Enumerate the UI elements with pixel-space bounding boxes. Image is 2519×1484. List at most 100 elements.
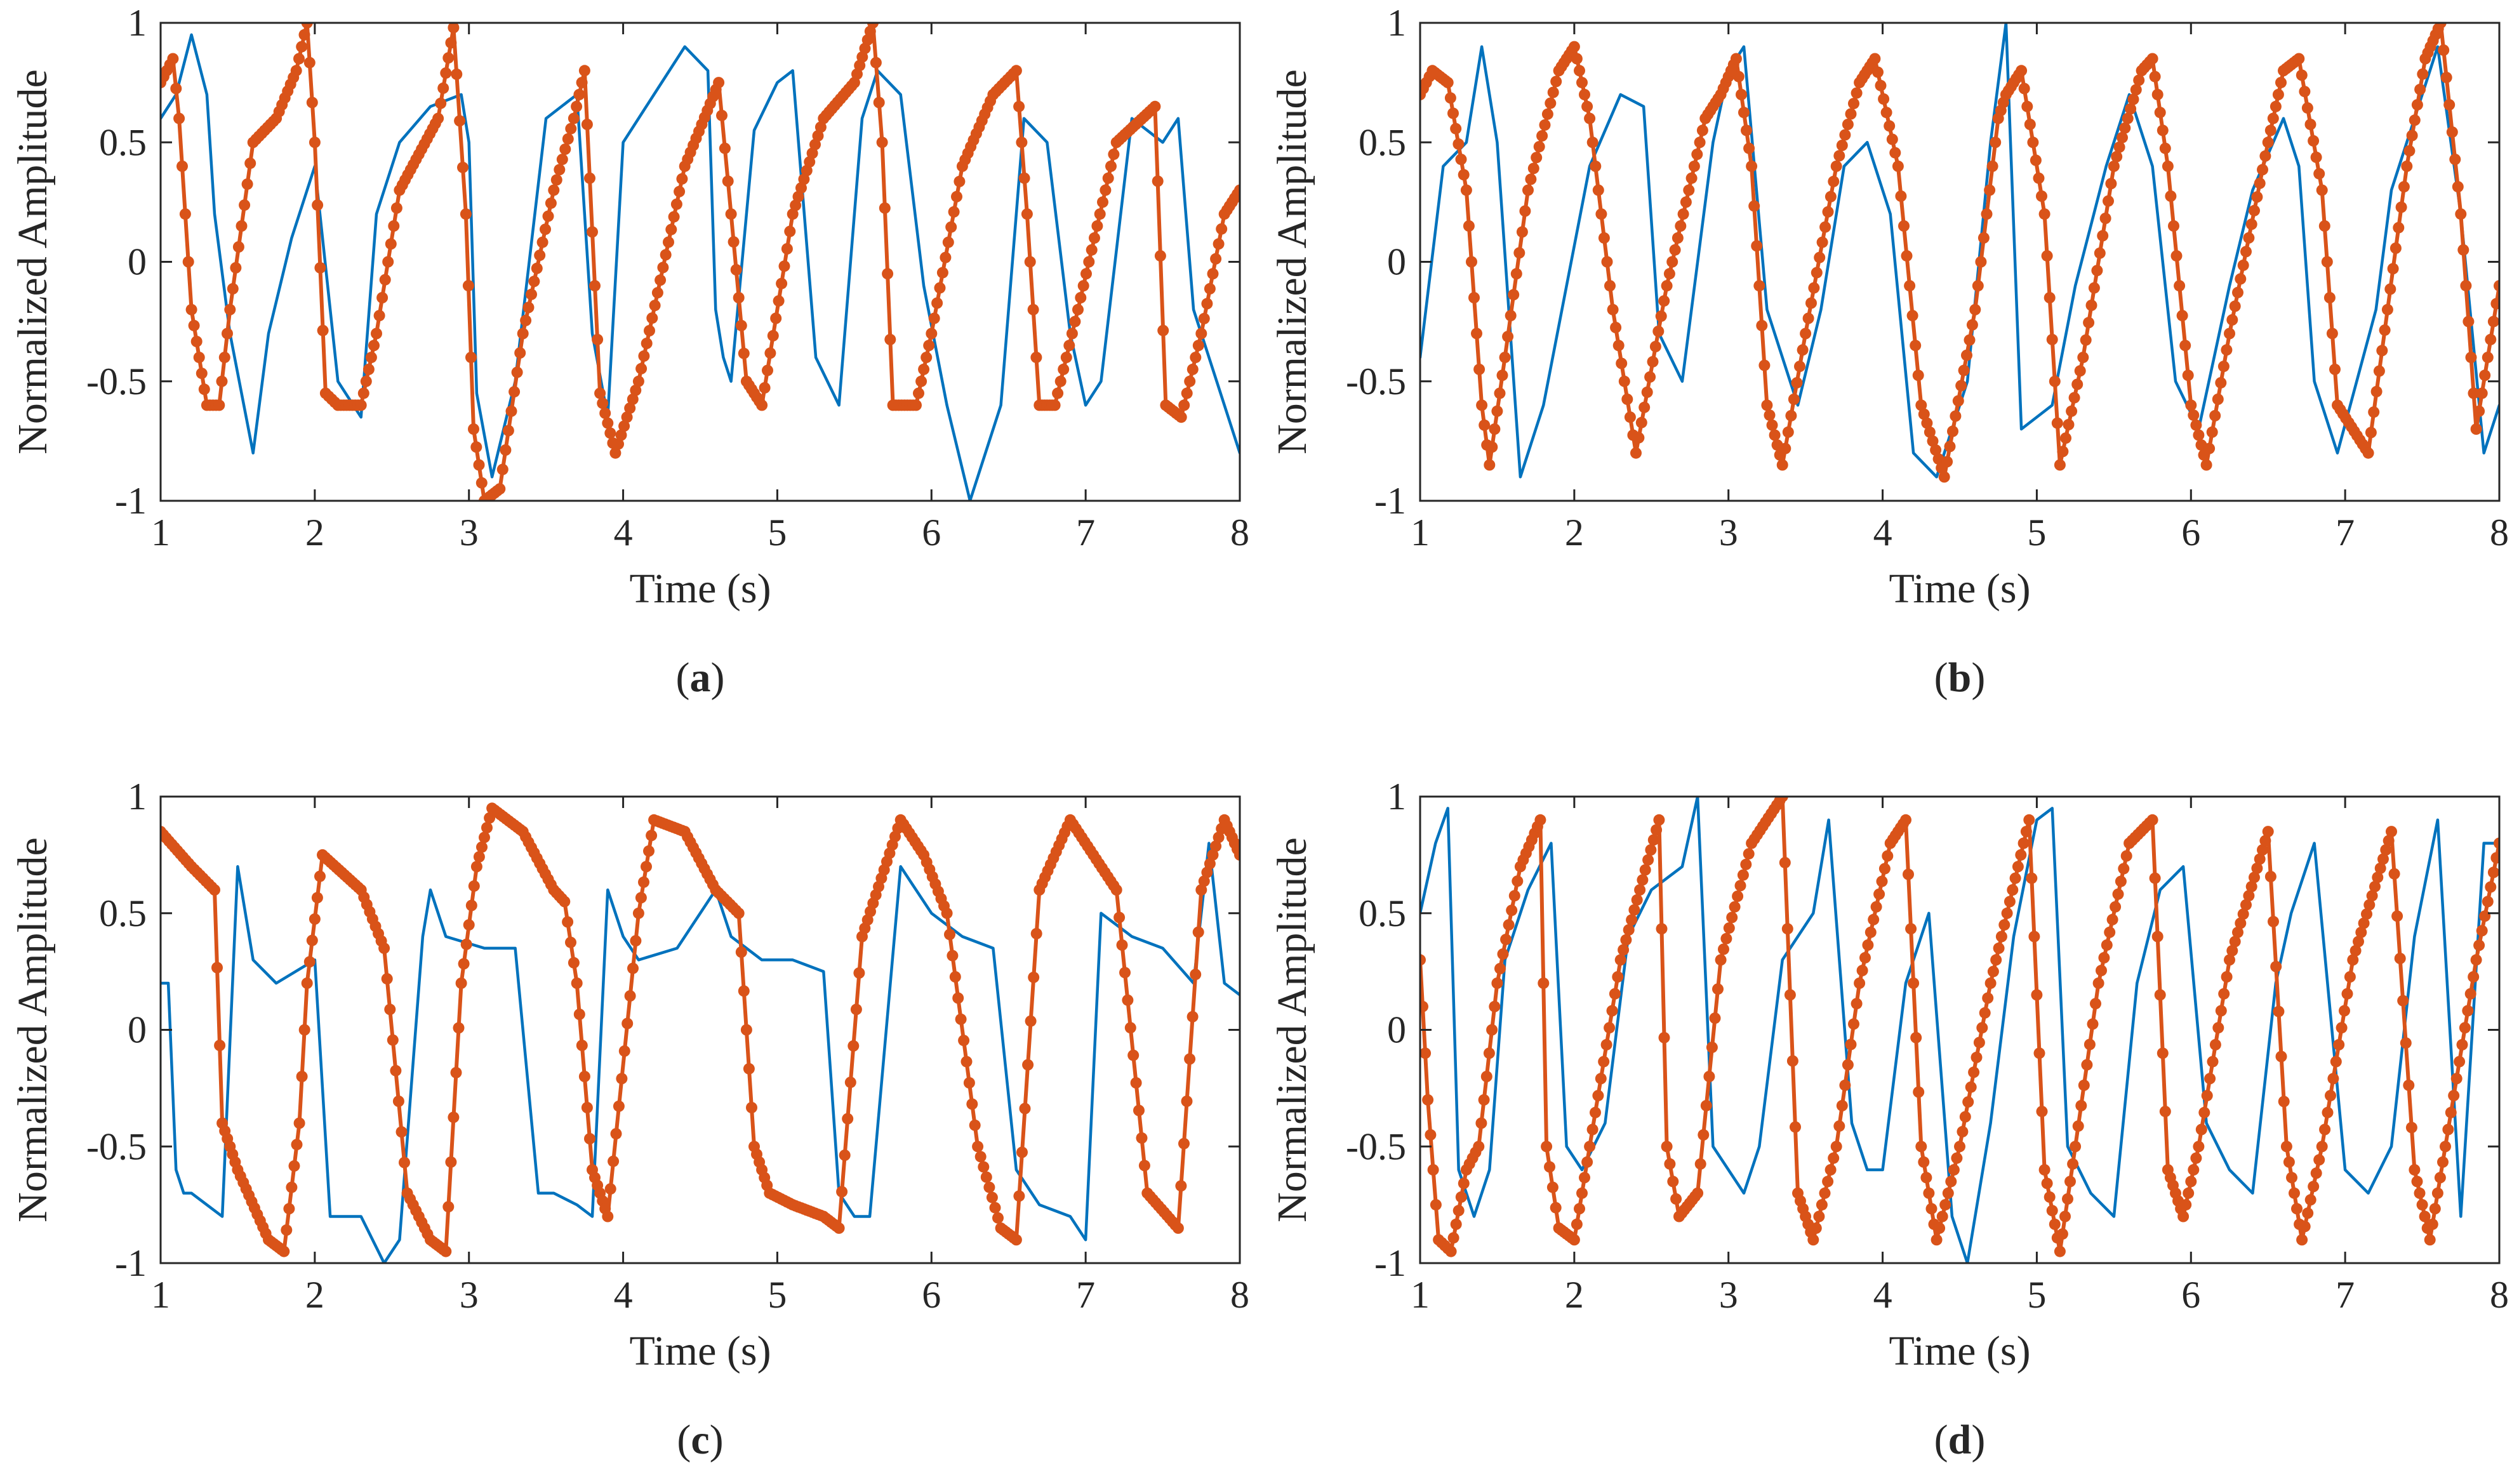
series-marker xyxy=(2226,314,2238,326)
series-marker xyxy=(1049,399,1061,411)
series-marker xyxy=(2170,250,2183,262)
series-marker xyxy=(1939,1199,1951,1211)
series-marker xyxy=(1479,419,1491,431)
series-marker xyxy=(1972,280,1984,292)
series-marker xyxy=(589,280,601,292)
series-marker xyxy=(2229,936,2241,948)
series-marker xyxy=(1965,1081,1977,1093)
series-marker xyxy=(440,67,452,79)
series-marker xyxy=(958,1035,970,1047)
series-marker xyxy=(1234,849,1240,861)
x-tick-label: 2 xyxy=(305,1274,324,1316)
series-marker xyxy=(2434,1172,2446,1184)
series-marker xyxy=(1486,441,1498,453)
series-marker xyxy=(2476,387,2488,399)
series-marker xyxy=(1544,1161,1555,1173)
series-marker xyxy=(301,977,313,989)
series-marker xyxy=(311,892,323,904)
series-marker xyxy=(1080,268,1092,280)
series-marker xyxy=(776,277,788,289)
series-marker xyxy=(735,946,747,958)
series-marker xyxy=(2235,273,2247,285)
series-marker xyxy=(1666,256,1678,268)
series-marker xyxy=(2485,333,2497,345)
series-marker xyxy=(660,249,672,261)
series-marker xyxy=(1213,238,1225,250)
series-marker xyxy=(2154,989,2166,1001)
series-marker xyxy=(1505,310,1517,322)
series-marker xyxy=(2180,1199,2192,1211)
series-marker xyxy=(974,1151,987,1163)
series-marker xyxy=(2254,853,2266,865)
series-marker xyxy=(1621,394,1633,405)
series-marker xyxy=(1545,97,1557,109)
caption-close: ) xyxy=(1971,654,1985,701)
series-marker xyxy=(2308,135,2320,147)
x-tick-label: 7 xyxy=(2336,1274,2355,1316)
series-marker xyxy=(2062,1193,2073,1205)
series-marker xyxy=(2182,369,2194,381)
series-marker xyxy=(2417,68,2429,80)
series-marker xyxy=(1475,1117,1487,1129)
series-marker xyxy=(2296,69,2308,81)
series-marker xyxy=(584,172,595,184)
y-axis-label: Normalized Amplitude xyxy=(1269,837,1315,1222)
series-marker xyxy=(592,333,604,345)
series-marker xyxy=(2325,1090,2336,1102)
series-marker xyxy=(2304,1194,2316,1206)
series-marker xyxy=(1476,399,1488,411)
series-marker xyxy=(2193,1141,2205,1153)
series-marker xyxy=(2097,230,2109,242)
series-marker xyxy=(1748,200,1760,212)
series-marker xyxy=(1732,70,1745,83)
x-tick-label: 6 xyxy=(2181,512,2200,553)
series-marker xyxy=(1876,875,1888,887)
series-marker xyxy=(2302,1207,2314,1219)
series-marker xyxy=(1027,303,1039,315)
series-marker xyxy=(1903,868,1914,880)
x-tick-label: 4 xyxy=(614,1274,633,1316)
series-marker xyxy=(1927,435,1939,447)
series-marker xyxy=(2470,954,2482,966)
series-marker xyxy=(1157,324,1169,336)
series-marker xyxy=(2108,160,2120,172)
series-marker xyxy=(2070,1141,2082,1153)
series-marker xyxy=(2377,853,2389,865)
series-marker xyxy=(2149,872,2161,884)
series-marker xyxy=(2289,1187,2300,1199)
series-marker xyxy=(1649,341,1661,352)
series-marker xyxy=(475,477,488,489)
series-marker xyxy=(2023,814,2035,826)
series-marker xyxy=(2157,1047,2169,1059)
series-marker xyxy=(2270,960,2282,972)
series-marker xyxy=(1116,939,1128,951)
series-marker xyxy=(536,236,548,248)
series-marker xyxy=(2036,1106,2048,1118)
series-marker xyxy=(1195,328,1207,340)
series-marker xyxy=(2041,250,2053,262)
x-axis-label: Time (s) xyxy=(1889,1328,2030,1374)
y-tick-label: 0 xyxy=(1387,241,1406,283)
series-marker xyxy=(1782,426,1794,438)
series-marker xyxy=(923,340,935,352)
series-marker xyxy=(1746,160,1758,172)
x-tick-label: 1 xyxy=(151,1274,170,1316)
series-marker xyxy=(2094,247,2106,259)
series-marker xyxy=(1652,326,1665,337)
series-marker xyxy=(716,109,728,121)
series-marker xyxy=(2243,232,2255,244)
series-marker xyxy=(2168,220,2179,232)
series-marker xyxy=(918,363,930,375)
series-marker xyxy=(668,211,680,223)
series-marker xyxy=(1851,998,1863,1010)
series-marker xyxy=(2362,447,2374,459)
series-marker xyxy=(870,56,882,69)
series-marker xyxy=(627,394,639,405)
series-marker xyxy=(222,328,233,340)
series-marker xyxy=(1083,256,1095,268)
series-marker xyxy=(1836,140,1848,151)
series-marker xyxy=(657,262,669,274)
series-marker xyxy=(1814,251,1826,263)
series-marker xyxy=(759,382,771,394)
series-marker xyxy=(2204,1073,2216,1085)
